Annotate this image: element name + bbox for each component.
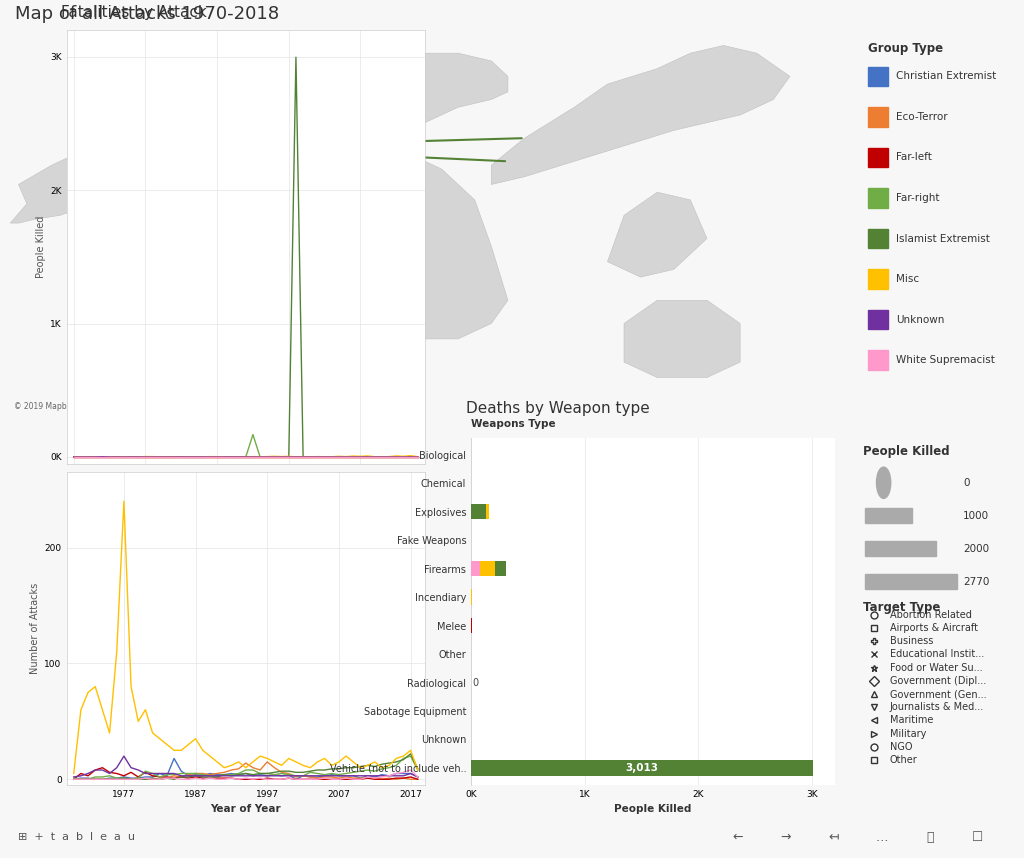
Text: ⊞  +  t  a  b  l  e  a  u: ⊞ + t a b l e a u <box>18 832 135 843</box>
Text: Abortion Related: Abortion Related <box>890 610 972 619</box>
Text: ←: ← <box>732 831 742 844</box>
Text: Business: Business <box>890 637 933 646</box>
Y-axis label: Number of Attacks: Number of Attacks <box>31 583 40 674</box>
Text: Eco-Terror: Eco-Terror <box>896 112 948 122</box>
Text: © 2019 Mapbox  © OpenStreetMap: © 2019 Mapbox © OpenStreetMap <box>14 402 151 412</box>
Text: …: … <box>876 831 888 844</box>
Text: Other: Other <box>890 755 918 765</box>
Text: Food or Water Su...: Food or Water Su... <box>890 662 983 673</box>
Text: →: → <box>780 831 791 844</box>
Text: 0: 0 <box>963 478 970 487</box>
Text: White Supremacist: White Supremacist <box>896 355 995 366</box>
Text: Far-left: Far-left <box>896 153 932 162</box>
Text: ☐: ☐ <box>973 831 983 844</box>
Bar <box>867 67 889 86</box>
Text: 0: 0 <box>473 678 479 687</box>
Bar <box>471 504 485 519</box>
Text: Far-right: Far-right <box>896 193 940 203</box>
X-axis label: Year of Year: Year of Year <box>211 805 281 814</box>
Bar <box>471 760 813 776</box>
Polygon shape <box>77 38 176 76</box>
Text: ↤: ↤ <box>828 831 839 844</box>
Y-axis label: People Killed: People Killed <box>36 215 46 278</box>
Text: NGO: NGO <box>890 742 912 752</box>
Text: 3,013: 3,013 <box>626 763 658 773</box>
Bar <box>867 350 889 370</box>
Bar <box>867 107 889 126</box>
Polygon shape <box>143 231 275 385</box>
Bar <box>864 541 936 557</box>
Bar <box>867 229 889 248</box>
X-axis label: People Killed: People Killed <box>614 805 691 814</box>
Text: 2770: 2770 <box>963 577 989 587</box>
Bar <box>864 574 956 589</box>
Bar <box>480 561 495 577</box>
Text: Journalists & Med...: Journalists & Med... <box>890 702 984 712</box>
Bar <box>864 508 912 523</box>
Bar <box>867 310 889 329</box>
Polygon shape <box>375 53 508 146</box>
Polygon shape <box>193 208 243 231</box>
Circle shape <box>877 467 891 498</box>
Text: Group Type: Group Type <box>867 42 943 55</box>
Text: Misc: Misc <box>896 274 920 284</box>
Text: Deaths by Weapon type: Deaths by Weapon type <box>466 402 649 416</box>
Bar <box>471 618 472 633</box>
Polygon shape <box>624 300 740 378</box>
Polygon shape <box>367 154 508 339</box>
Text: People Killed: People Killed <box>863 444 949 457</box>
Text: 2000: 2000 <box>963 544 989 553</box>
Text: Airports & Aircraft: Airports & Aircraft <box>890 623 978 633</box>
Text: ⎕: ⎕ <box>926 831 934 844</box>
Text: Hyder: Hyder <box>139 122 166 131</box>
Bar <box>867 148 889 167</box>
Text: Unknown: Unknown <box>896 315 945 324</box>
Polygon shape <box>607 192 707 277</box>
Polygon shape <box>10 42 326 223</box>
Polygon shape <box>492 45 790 184</box>
Text: Fatalities by Attack: Fatalities by Attack <box>61 5 207 20</box>
Bar <box>485 504 489 519</box>
Bar <box>867 188 889 208</box>
Text: 1000: 1000 <box>963 511 989 521</box>
Text: Target Type: Target Type <box>863 601 940 614</box>
Text: Government (Dipl...: Government (Dipl... <box>890 676 986 686</box>
Bar <box>495 561 506 577</box>
Text: Christian Extremist: Christian Extremist <box>896 71 996 82</box>
Text: Military: Military <box>890 728 927 739</box>
Text: Map of all Attacks 1970-2018: Map of all Attacks 1970-2018 <box>15 5 280 23</box>
Text: Government (Gen...: Government (Gen... <box>890 689 986 699</box>
Text: Islamist Extremist: Islamist Extremist <box>896 233 990 244</box>
Text: Maritime: Maritime <box>890 716 933 725</box>
Bar <box>471 561 480 577</box>
Text: Educational Instit...: Educational Instit... <box>890 650 984 660</box>
Bar <box>867 269 889 288</box>
Text: Weapons Type: Weapons Type <box>471 419 556 429</box>
